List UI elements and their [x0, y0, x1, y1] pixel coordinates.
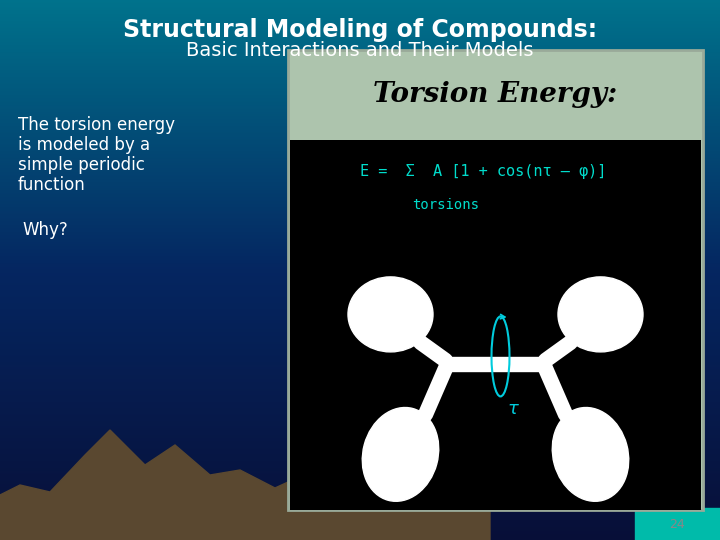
Text: Basic Interactions and Their Models: Basic Interactions and Their Models — [186, 40, 534, 59]
Text: Structural Modeling of Compounds:: Structural Modeling of Compounds: — [123, 18, 597, 42]
Bar — [446, 357, 546, 372]
Bar — [290, 230, 701, 510]
Bar — [290, 140, 701, 230]
Bar — [635, 508, 720, 540]
Text: 24: 24 — [670, 517, 685, 530]
Ellipse shape — [362, 408, 438, 501]
Polygon shape — [0, 430, 490, 540]
Text: $\tau$: $\tau$ — [507, 400, 520, 418]
Text: E =  Σ  A [1 + cos(nτ – φ)]: E = Σ A [1 + cos(nτ – φ)] — [360, 164, 606, 179]
Text: is modeled by a: is modeled by a — [18, 136, 150, 154]
Text: Why?: Why? — [22, 221, 68, 239]
Text: simple periodic: simple periodic — [18, 156, 145, 174]
Ellipse shape — [558, 277, 643, 352]
Bar — [288, 50, 703, 510]
Ellipse shape — [348, 277, 433, 352]
Text: The torsion energy: The torsion energy — [18, 116, 175, 134]
Ellipse shape — [552, 408, 629, 501]
Text: function: function — [18, 176, 86, 194]
Text: torsions: torsions — [412, 198, 480, 212]
Text: Torsion Energy:: Torsion Energy: — [374, 82, 618, 109]
